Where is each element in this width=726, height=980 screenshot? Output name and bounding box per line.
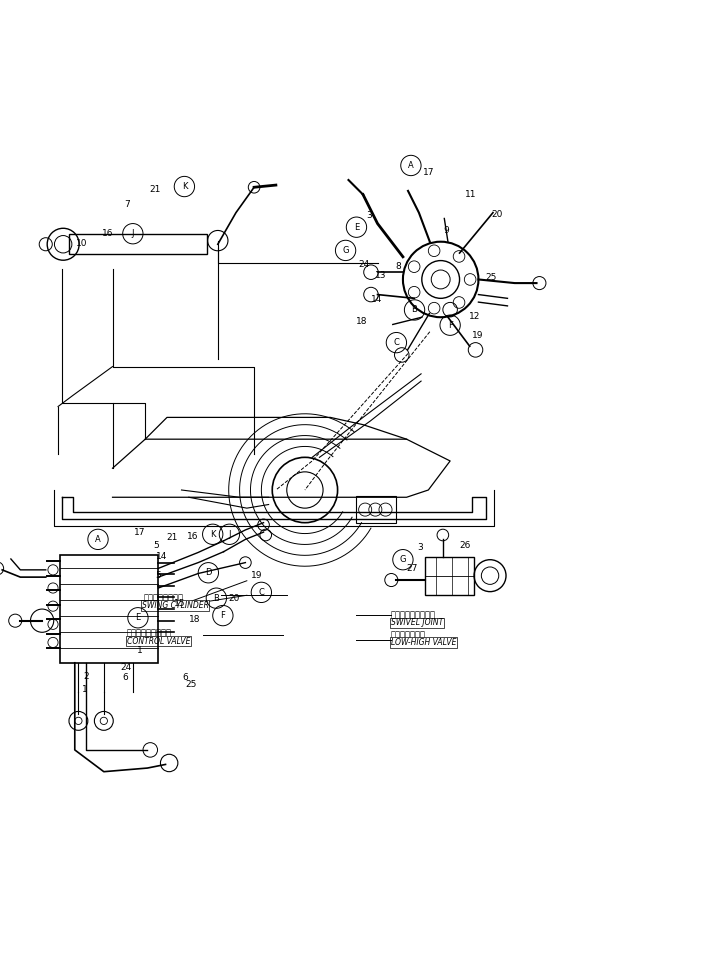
Text: 3: 3 <box>366 211 372 220</box>
Text: 6: 6 <box>182 673 188 682</box>
Text: 20: 20 <box>492 210 503 219</box>
Text: C: C <box>258 588 264 597</box>
Text: 13: 13 <box>375 271 386 280</box>
Text: E: E <box>135 613 141 622</box>
Text: G: G <box>343 246 348 255</box>
Text: 1: 1 <box>137 646 143 655</box>
Text: D: D <box>205 568 211 577</box>
Text: 24: 24 <box>359 261 370 270</box>
Text: 9: 9 <box>443 226 449 235</box>
Text: 5: 5 <box>155 571 161 580</box>
Text: 12: 12 <box>469 312 481 321</box>
Text: 11: 11 <box>465 190 477 199</box>
Text: 19: 19 <box>251 571 263 580</box>
Text: 16: 16 <box>102 229 113 238</box>
Text: J: J <box>131 229 134 238</box>
Text: ローハイバルブ: ローハイバルブ <box>391 630 425 639</box>
Text: 7: 7 <box>124 200 130 209</box>
Text: F: F <box>448 320 452 329</box>
Text: 17: 17 <box>423 168 434 176</box>
Text: 17: 17 <box>134 527 145 537</box>
Text: 18: 18 <box>356 318 367 326</box>
Text: E: E <box>354 222 359 231</box>
Text: K: K <box>210 530 216 539</box>
Text: J: J <box>228 530 231 539</box>
Text: 24: 24 <box>120 662 131 671</box>
Text: A: A <box>408 161 414 170</box>
Text: 18: 18 <box>189 614 200 623</box>
Text: 26: 26 <box>460 541 471 551</box>
Text: A: A <box>95 535 101 544</box>
Text: LOW-HIGH VALVE: LOW-HIGH VALVE <box>391 638 456 647</box>
Text: K: K <box>182 182 187 191</box>
Polygon shape <box>113 439 450 497</box>
Text: SWIVEL JOINT: SWIVEL JOINT <box>391 618 443 627</box>
Bar <box>69 234 207 254</box>
Text: 1: 1 <box>82 685 88 694</box>
Text: 27: 27 <box>406 564 417 573</box>
Text: 16: 16 <box>187 532 198 541</box>
Text: C: C <box>393 338 399 347</box>
Text: 3: 3 <box>417 543 423 552</box>
Text: 2: 2 <box>83 672 89 681</box>
Text: 10: 10 <box>76 239 88 248</box>
Text: 15: 15 <box>174 600 185 609</box>
Bar <box>60 556 158 662</box>
Bar <box>356 496 396 523</box>
Text: 25: 25 <box>486 272 497 282</box>
Text: 20: 20 <box>228 594 240 603</box>
Bar <box>425 557 474 595</box>
Text: コントロールバルブ: コントロールバルブ <box>127 628 172 638</box>
Text: 14: 14 <box>155 552 167 561</box>
Text: B: B <box>213 594 219 603</box>
Text: 25: 25 <box>185 680 197 689</box>
Text: F: F <box>221 612 225 620</box>
Text: B: B <box>412 306 417 315</box>
Text: 5: 5 <box>153 541 159 551</box>
Text: G: G <box>400 556 406 564</box>
Text: CONTROL VALVE: CONTROL VALVE <box>127 636 190 646</box>
Text: 19: 19 <box>472 331 484 340</box>
Text: スイングシリンダ: スイングシリンダ <box>144 593 184 602</box>
Text: スイベルジョイント: スイベルジョイント <box>391 611 436 619</box>
Text: SWING CYLINDER: SWING CYLINDER <box>142 601 208 610</box>
Text: 6: 6 <box>123 673 129 682</box>
Text: 21: 21 <box>150 185 161 194</box>
Text: 8: 8 <box>396 262 401 270</box>
Text: 21: 21 <box>166 533 178 542</box>
Text: 14: 14 <box>371 295 383 304</box>
